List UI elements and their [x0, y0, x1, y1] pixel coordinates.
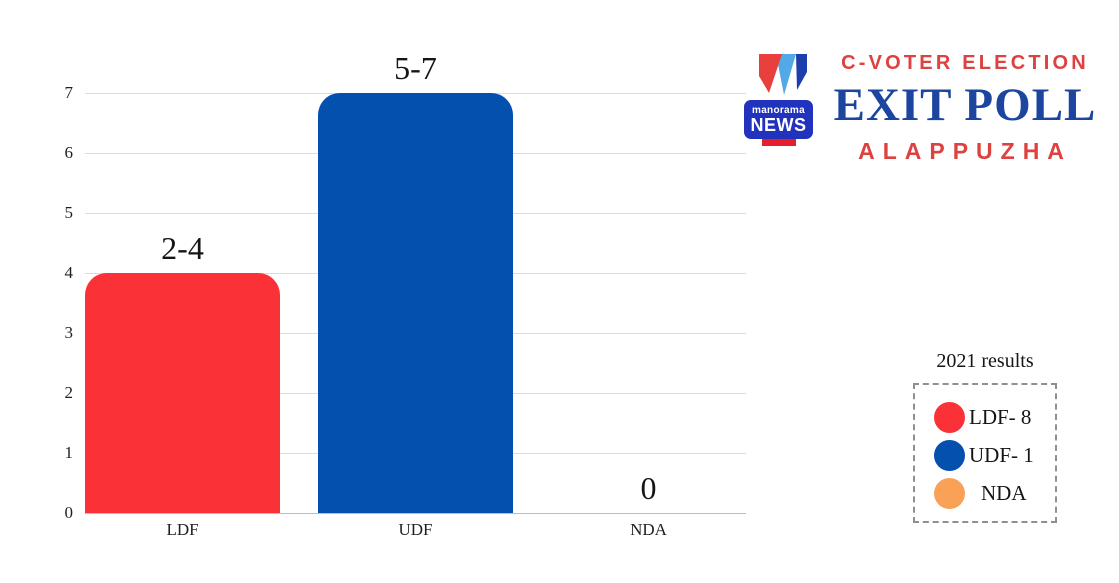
brand-cvoter-election: C-VOTER ELECTION [841, 52, 1089, 74]
x-label-udf: UDF [398, 520, 433, 539]
x-axis-line [85, 513, 746, 514]
brand-title-block: C-VOTER ELECTION EXIT POLL ALAPPUZHA [818, 0, 1112, 180]
logo-text-news: NEWS [750, 115, 807, 135]
manorama-logo-icon [759, 54, 807, 95]
legend-item-nda: NDA [934, 474, 1055, 512]
brand-constituency-alappuzha: ALAPPUZHA [858, 138, 1072, 164]
y-tick-5: 5 [64, 203, 74, 222]
logo-text-manorama: manorama [752, 105, 805, 116]
y-tick-2: 2 [64, 383, 74, 402]
legend-item-ldf: LDF- 8 [934, 398, 1055, 436]
x-label-nda: NDA [630, 520, 667, 539]
legend-title: 2021 results [936, 350, 1034, 372]
y-tick-4: 4 [64, 263, 74, 282]
legend-label-nda: NDA [981, 480, 1027, 505]
bar-value-ldf: 2-4 [161, 230, 204, 266]
bar-value-nda: 0 [640, 470, 657, 506]
bar-udf [318, 93, 513, 513]
legend-item-udf: UDF- 1 [934, 436, 1055, 474]
x-label-ldf: LDF [166, 520, 199, 539]
y-tick-3: 3 [64, 323, 74, 342]
legend-box: LDF- 8 UDF- 1 NDA [913, 383, 1057, 523]
badge-red-underline [762, 139, 796, 146]
bar-value-udf: 5-7 [394, 50, 437, 86]
y-tick-7: 7 [64, 83, 74, 102]
legend-label-ldf: LDF- 8 [969, 404, 1032, 429]
brand-exit-poll: EXIT POLL [833, 79, 1097, 131]
nda-color-dot [934, 477, 965, 509]
y-tick-6: 6 [64, 143, 74, 162]
y-tick-1: 1 [64, 443, 74, 462]
y-tick-0: 0 [64, 503, 74, 522]
udf-color-dot [934, 439, 965, 471]
manorama-news-badge: manorama NEWS [744, 100, 813, 139]
bar-ldf [85, 273, 280, 513]
legend-label-udf: UDF- 1 [969, 442, 1034, 467]
ldf-color-dot [934, 401, 965, 433]
